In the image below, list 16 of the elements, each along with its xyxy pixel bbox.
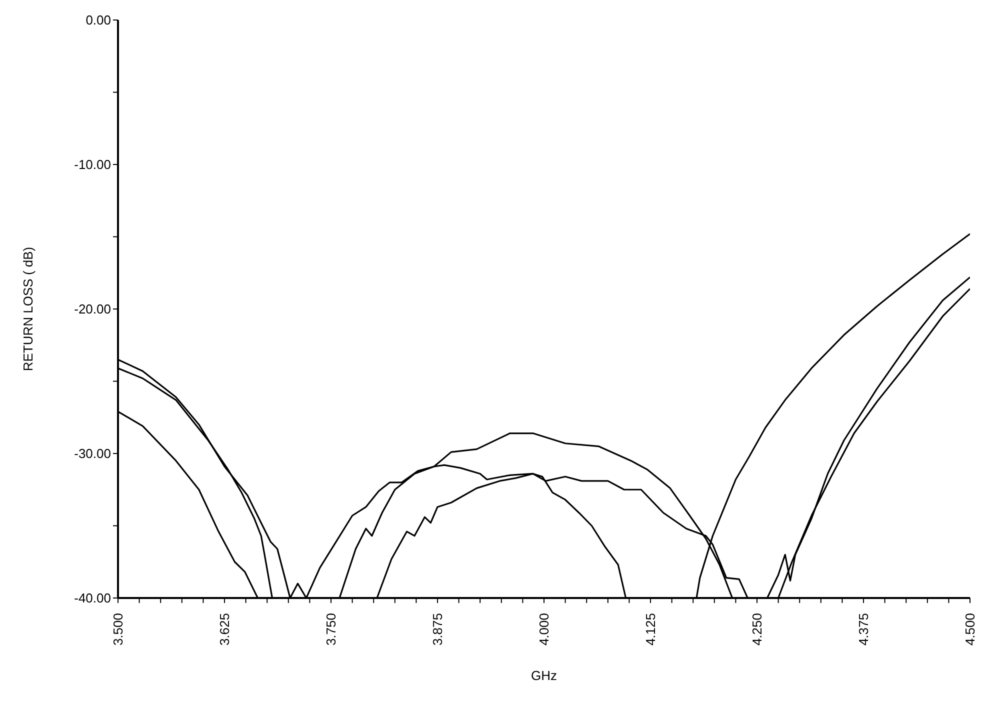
y-tick-label: 0.00	[86, 12, 111, 28]
x-tick-label: 3.625	[217, 613, 232, 646]
x-tick-label: 4.125	[643, 613, 658, 646]
x-axis-title: GHz	[531, 668, 557, 683]
y-tick-label: -10.00	[74, 157, 111, 172]
y-tick-label: -40.00	[74, 590, 111, 606]
x-tick-label: 4.250	[750, 613, 764, 646]
y-axis-title: RETURN LOSS ( dB)	[20, 246, 36, 372]
x-tick-label: 4.500	[962, 613, 978, 646]
x-tick-label: 3.750	[324, 613, 338, 646]
y-tick-label: -30.00	[74, 446, 111, 461]
x-tick-label: 3.875	[430, 613, 445, 646]
x-tick-label: 3.500	[110, 613, 126, 646]
x-tick-label: 4.375	[856, 613, 871, 646]
y-tick-label: -20.00	[74, 302, 111, 316]
x-tick-label: 4.000	[536, 613, 552, 646]
